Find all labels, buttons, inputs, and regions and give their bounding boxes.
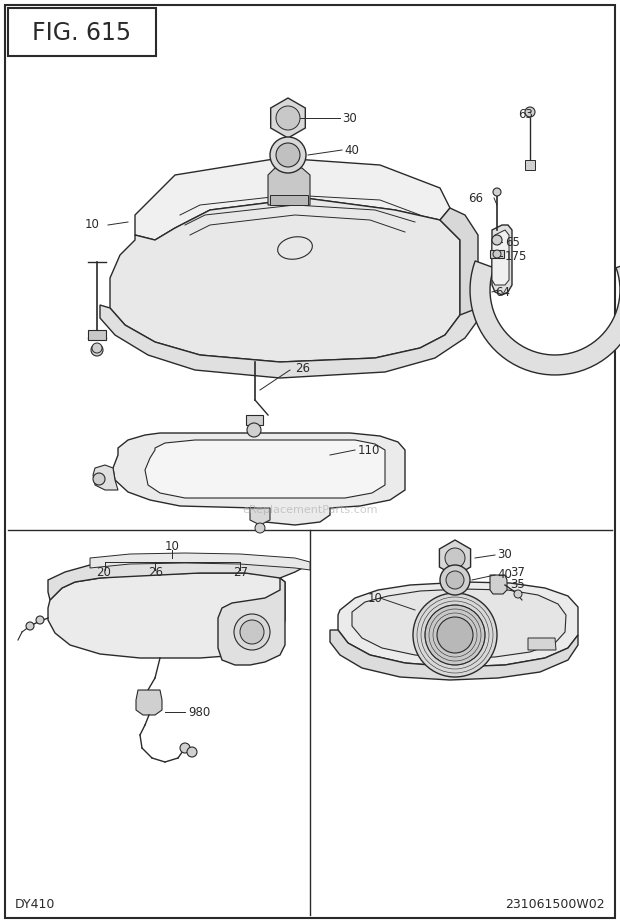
Text: 20: 20: [96, 566, 111, 579]
Text: 64: 64: [495, 285, 510, 298]
Polygon shape: [218, 578, 285, 665]
Circle shape: [91, 344, 103, 356]
Circle shape: [413, 593, 497, 677]
Circle shape: [440, 565, 470, 595]
Polygon shape: [110, 198, 460, 362]
Circle shape: [93, 473, 105, 485]
Circle shape: [276, 143, 300, 167]
Circle shape: [240, 620, 264, 644]
Text: 26: 26: [148, 566, 163, 579]
Polygon shape: [90, 553, 310, 570]
Polygon shape: [490, 575, 507, 594]
Polygon shape: [470, 261, 620, 375]
Circle shape: [26, 622, 34, 630]
Polygon shape: [490, 250, 504, 258]
Text: 40: 40: [497, 569, 512, 581]
Text: 30: 30: [342, 112, 356, 125]
Polygon shape: [48, 573, 285, 658]
Text: 110: 110: [358, 443, 381, 457]
Polygon shape: [93, 465, 118, 490]
Text: 27: 27: [233, 566, 248, 579]
Polygon shape: [440, 208, 478, 338]
Polygon shape: [492, 225, 512, 295]
Circle shape: [525, 107, 535, 117]
Circle shape: [255, 523, 265, 533]
Text: 175: 175: [505, 249, 528, 262]
Polygon shape: [270, 195, 308, 205]
Polygon shape: [100, 305, 478, 378]
Text: 231061500W02: 231061500W02: [505, 898, 605, 912]
Polygon shape: [145, 440, 385, 498]
Circle shape: [270, 137, 306, 173]
Polygon shape: [338, 582, 578, 667]
Polygon shape: [443, 582, 467, 586]
Circle shape: [92, 343, 102, 353]
Text: 10: 10: [164, 541, 179, 554]
Text: 66: 66: [468, 191, 483, 205]
Circle shape: [437, 617, 473, 653]
Polygon shape: [276, 158, 300, 165]
Circle shape: [493, 250, 501, 258]
Circle shape: [187, 747, 197, 757]
Text: 26: 26: [295, 362, 310, 375]
FancyBboxPatch shape: [5, 5, 615, 918]
Text: 10: 10: [85, 219, 100, 232]
Polygon shape: [440, 540, 471, 576]
Circle shape: [36, 616, 44, 624]
Text: 63: 63: [518, 109, 533, 122]
Text: FIG. 615: FIG. 615: [32, 21, 131, 45]
FancyBboxPatch shape: [8, 8, 156, 56]
Polygon shape: [246, 415, 263, 425]
Text: 65: 65: [505, 235, 520, 248]
Text: 10: 10: [368, 592, 383, 605]
Circle shape: [446, 571, 464, 589]
Text: 30: 30: [497, 548, 511, 561]
Polygon shape: [443, 574, 467, 578]
Polygon shape: [492, 230, 509, 285]
Text: 980: 980: [188, 705, 210, 718]
Circle shape: [276, 106, 300, 130]
Polygon shape: [135, 158, 450, 240]
Polygon shape: [113, 433, 405, 525]
Polygon shape: [48, 558, 308, 600]
Circle shape: [492, 235, 502, 245]
Polygon shape: [250, 508, 270, 525]
Circle shape: [180, 743, 190, 753]
Polygon shape: [330, 630, 578, 680]
Text: DY410: DY410: [15, 898, 55, 912]
Polygon shape: [276, 145, 300, 152]
Polygon shape: [271, 98, 305, 138]
Circle shape: [247, 423, 261, 437]
Polygon shape: [268, 168, 310, 205]
Polygon shape: [528, 638, 556, 650]
Text: 35: 35: [510, 579, 525, 592]
Circle shape: [445, 548, 465, 568]
Circle shape: [234, 614, 270, 650]
Text: 40: 40: [344, 143, 359, 157]
Polygon shape: [88, 330, 106, 340]
Circle shape: [514, 590, 522, 598]
Polygon shape: [352, 589, 566, 658]
Text: eReplacementParts.com: eReplacementParts.com: [242, 505, 378, 515]
Polygon shape: [136, 690, 162, 715]
Circle shape: [425, 605, 485, 665]
Text: 37: 37: [510, 566, 525, 579]
Polygon shape: [525, 160, 535, 170]
Circle shape: [493, 188, 501, 196]
